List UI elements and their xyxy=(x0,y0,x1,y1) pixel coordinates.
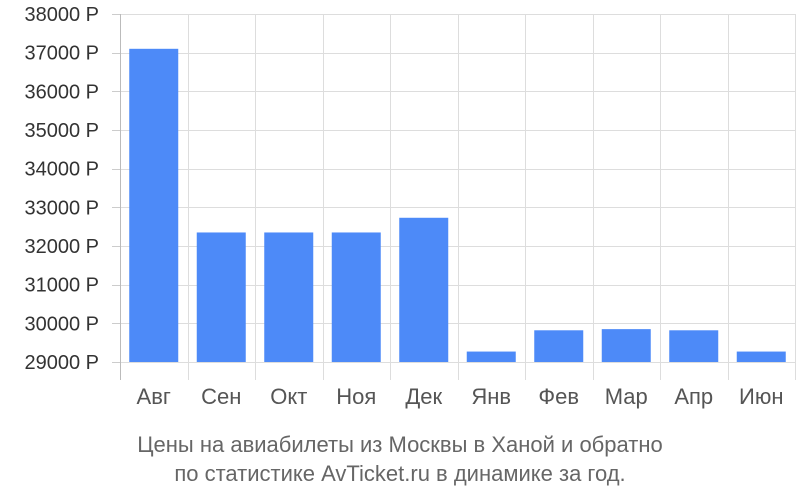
bar-Июн xyxy=(736,351,786,362)
caption-line-1: Цены на авиабилеты из Москвы в Ханой и о… xyxy=(137,432,663,457)
grid-lines xyxy=(112,14,796,380)
y-tick-label: 38000 Р xyxy=(24,4,99,26)
bar-Фев xyxy=(534,330,584,362)
x-tick-label: Янв xyxy=(471,384,511,409)
x-tick-label: Ноя xyxy=(336,384,376,409)
price-bar-chart: 29000 Р 30000 Р 31000 Р 32000 Р 33000 Р 34000… xyxy=(24,4,796,409)
y-tick-label: 34000 Р xyxy=(24,159,99,181)
x-tick-label: Дек xyxy=(405,384,442,409)
bar-Апр xyxy=(669,330,719,362)
x-tick-label: Окт xyxy=(270,384,307,409)
bar-Дек xyxy=(399,217,449,362)
bars-group xyxy=(129,48,786,363)
bar-Окт xyxy=(264,232,314,362)
bar-Мар xyxy=(601,329,651,362)
y-tick-label: 32000 Р xyxy=(24,236,99,258)
x-tick-label: Авг xyxy=(137,384,171,409)
y-tick-label: 30000 Р xyxy=(24,313,99,335)
y-tick-label: 33000 Р xyxy=(24,197,99,219)
x-tick-label: Фев xyxy=(538,384,579,409)
bar-Сен xyxy=(196,232,246,362)
y-tick-label: 31000 Р xyxy=(24,275,99,297)
x-tick-labels: Авг Сен Окт Ноя Дек Янв Фев Мар Апр Июн xyxy=(137,384,784,409)
bar-Авг xyxy=(129,48,179,363)
x-tick-label: Апр xyxy=(674,384,713,409)
caption-line-2: по статистике AvTicket.ru в динамике за … xyxy=(174,461,626,486)
y-tick-label: 29000 Р xyxy=(24,352,99,374)
y-tick-label: 35000 Р xyxy=(24,120,99,142)
x-tick-label: Июн xyxy=(739,384,783,409)
y-tick-label: 37000 Р xyxy=(24,43,99,65)
x-tick-label: Сен xyxy=(201,384,241,409)
y-tick-labels: 29000 Р 30000 Р 31000 Р 32000 Р 33000 Р 34000… xyxy=(24,4,99,374)
bar-Ноя xyxy=(331,232,381,362)
x-tick-label: Мар xyxy=(605,384,648,409)
bar-Янв xyxy=(466,351,516,362)
y-tick-label: 36000 Р xyxy=(24,81,99,103)
